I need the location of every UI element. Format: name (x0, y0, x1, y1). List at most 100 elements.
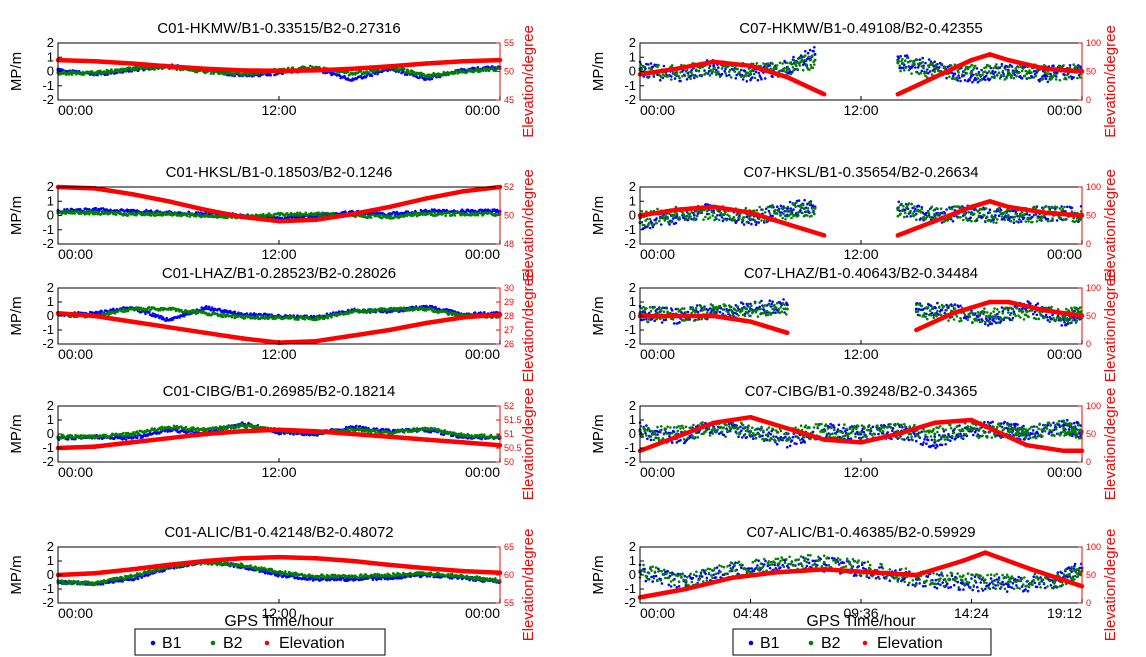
marker-b2 (379, 214, 382, 218)
marker-b2 (120, 69, 123, 73)
ytick-label: -2 (42, 92, 54, 107)
marker-b2 (153, 68, 156, 71)
marker-b2 (124, 69, 128, 73)
elevation-segment (239, 68, 282, 74)
marker-b1 (157, 314, 160, 317)
marker-b2 (333, 211, 336, 215)
marker-b2 (284, 214, 287, 217)
marker-b2 (330, 316, 333, 319)
marker-b2 (133, 309, 136, 312)
marker-b2 (123, 434, 127, 438)
marker-b2 (453, 72, 457, 75)
marker-b2 (174, 211, 178, 215)
elevation-segment (424, 315, 466, 326)
marker-b2 (226, 216, 229, 220)
marker-b2 (320, 214, 323, 218)
elevation-segment (387, 320, 429, 333)
marker-b2 (163, 211, 167, 214)
marker-b2 (450, 213, 454, 217)
y2label: Elevation/degree (520, 388, 537, 501)
elevation-segment (239, 427, 282, 434)
marker-b2 (251, 73, 255, 76)
point-b2 (351, 428, 355, 432)
ytick-label: 2 (47, 35, 54, 50)
marker-b2 (119, 67, 122, 71)
marker-b2 (408, 72, 412, 75)
y2tick-label: 50 (504, 211, 514, 221)
marker-b1 (145, 208, 148, 212)
marker-b2 (406, 68, 410, 72)
elevation-segment (313, 428, 355, 437)
ytick-label: -2 (42, 236, 54, 251)
elevation-segment (166, 199, 208, 213)
marker-b2 (267, 212, 271, 215)
y2tick-label: 28 (504, 311, 514, 321)
marker-b2 (415, 427, 419, 430)
marker-b2 (391, 574, 394, 578)
marker-b2 (441, 74, 445, 77)
marker-b2 (119, 211, 122, 214)
y2tick-label: 52 (504, 182, 514, 192)
point-b2 (240, 424, 244, 428)
point-b2 (130, 307, 134, 311)
point-b2 (167, 212, 170, 216)
marker-b2 (409, 212, 413, 215)
marker-b1 (209, 309, 213, 312)
marker-b1 (400, 71, 403, 75)
y2tick-label: 52 (504, 401, 514, 411)
marker-b1 (486, 65, 490, 68)
marker-b2 (126, 214, 130, 217)
marker-b2 (321, 314, 324, 318)
elevation-segment (92, 440, 134, 449)
marker-b2 (159, 211, 163, 214)
point-b2 (130, 67, 134, 71)
elevation-segment (387, 196, 429, 210)
marker-b2 (70, 73, 74, 76)
ytick-label: 0 (47, 426, 54, 441)
ytick-label: 2 (47, 179, 54, 194)
marker-b2 (114, 213, 118, 217)
y2tick-label: 55 (504, 38, 514, 48)
marker-b2 (65, 212, 68, 215)
marker-b2 (402, 67, 406, 71)
y2label: Elevation/degree (520, 169, 537, 282)
elevation-segment (166, 64, 208, 71)
marker-b2 (369, 216, 373, 219)
panel-c01-lhaz: C01-LHAZ/B1-0.28523/B2-0.28026210-1-2302… (8, 265, 537, 382)
elevation-segment (203, 66, 245, 73)
y2tick-label: 45 (504, 95, 514, 105)
marker-b2 (393, 68, 397, 72)
marker-b2 (233, 74, 237, 77)
point-b2 (277, 212, 281, 216)
point-b2 (388, 431, 391, 435)
y2tick-label: 48 (504, 239, 514, 249)
point-b2 (461, 70, 465, 73)
y2tick-label: 50.5 (504, 443, 522, 453)
marker-b2 (475, 211, 479, 215)
point-b2 (93, 71, 97, 75)
marker-b1 (228, 309, 232, 313)
panel-title: C01-HKSL/B1-0.18503/B2-0.1246 (166, 164, 393, 181)
y2tick-label: 51.5 (504, 415, 522, 425)
marker-b2 (354, 215, 357, 219)
marker-b2 (359, 573, 363, 576)
point-b1 (130, 436, 134, 440)
point-b2 (203, 428, 207, 432)
marker-b1 (136, 577, 140, 581)
point-b2 (388, 307, 391, 311)
marker-b2 (245, 73, 249, 77)
elevation-segment (166, 431, 208, 441)
marker-b2 (185, 214, 189, 218)
elevation-segment (203, 428, 245, 437)
marker-b2 (380, 216, 384, 220)
xtick-label: 00:00 (465, 346, 500, 362)
panel-title: C01-LHAZ/B1-0.28523/B2-0.28026 (162, 265, 396, 282)
elevation-segment (55, 444, 98, 451)
marker-b2 (326, 316, 330, 320)
y2tick-label: 29 (504, 297, 514, 307)
marker-b2 (141, 573, 144, 577)
marker-b2 (482, 69, 485, 72)
point-b2 (203, 311, 207, 315)
marker-b2 (326, 211, 330, 215)
marker-b2 (430, 211, 434, 214)
